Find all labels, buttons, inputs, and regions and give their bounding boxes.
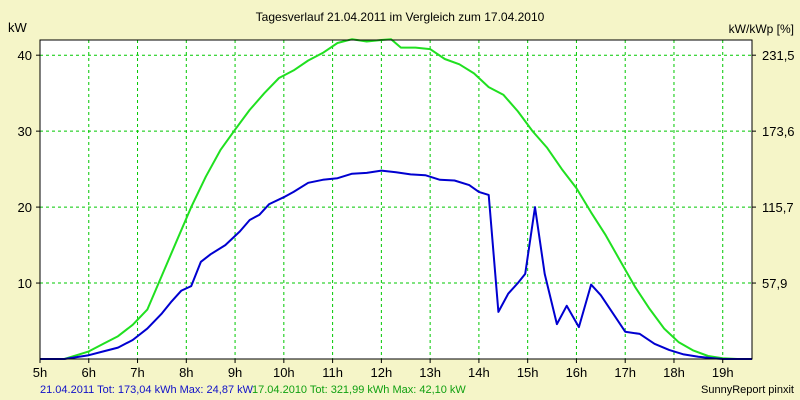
y-tick-label-right: 173,6 [762,124,795,139]
y-axis-label-right: kW/kWp [%] [728,22,794,36]
y-tick-label-left: 30 [18,124,32,139]
x-tick-label: 6h [82,365,96,380]
x-tick-label: 8h [179,365,193,380]
x-tick-label: 11h [322,365,343,380]
x-tick-label: 17h [614,365,636,380]
x-tick-label: 16h [566,365,588,380]
y-tick-label-left: 20 [18,200,32,215]
series-line-17.04.2010 [40,38,752,360]
y-tick-label-left: 40 [18,48,32,63]
y-tick-label-right: 57,9 [762,276,787,291]
credit-text: SunnyReport pinxit [701,384,794,396]
x-tick-label: 12h [371,365,393,380]
tick-labels: 5h 6h 7h 8h 9h 10h 11h 12h 13h 14h 15h 16h 17h 18h 19h… [18,48,795,380]
plot-border [39,39,753,360]
y-axis-label-left: kW [8,20,27,35]
x-tick-label: 18h [663,365,685,380]
x-tick-label: 15h [517,365,539,380]
x-tick-label: 5h [33,365,47,380]
y-tick-label-right: 115,7 [762,200,794,215]
x-tick-label: 19h [712,365,734,380]
x-tick-label: 14h [468,365,490,380]
plot-area [39,39,753,360]
y-tick-label-left: 10 [18,276,32,291]
series-lines [40,38,752,360]
x-tick-label: 7h [130,365,144,380]
x-tick-label: 13h [419,365,441,380]
chart-title: Tagesverlauf 21.04.2011 im Vergleich zum… [255,10,545,24]
series-line-21.04.2011 [40,169,752,360]
grid [40,40,752,359]
x-tick-label: 10h [273,365,295,380]
legend-series-2010: 17.04.2010 Tot: 321,99 kWh Max: 42,10 kW [252,384,466,396]
y-tick-label-right: 231,5 [762,48,795,63]
legend-series-2011: 21.04.2011 Tot: 173,04 kWh Max: 24,87 kW [40,384,253,396]
x-tick-label: 9h [228,365,242,380]
